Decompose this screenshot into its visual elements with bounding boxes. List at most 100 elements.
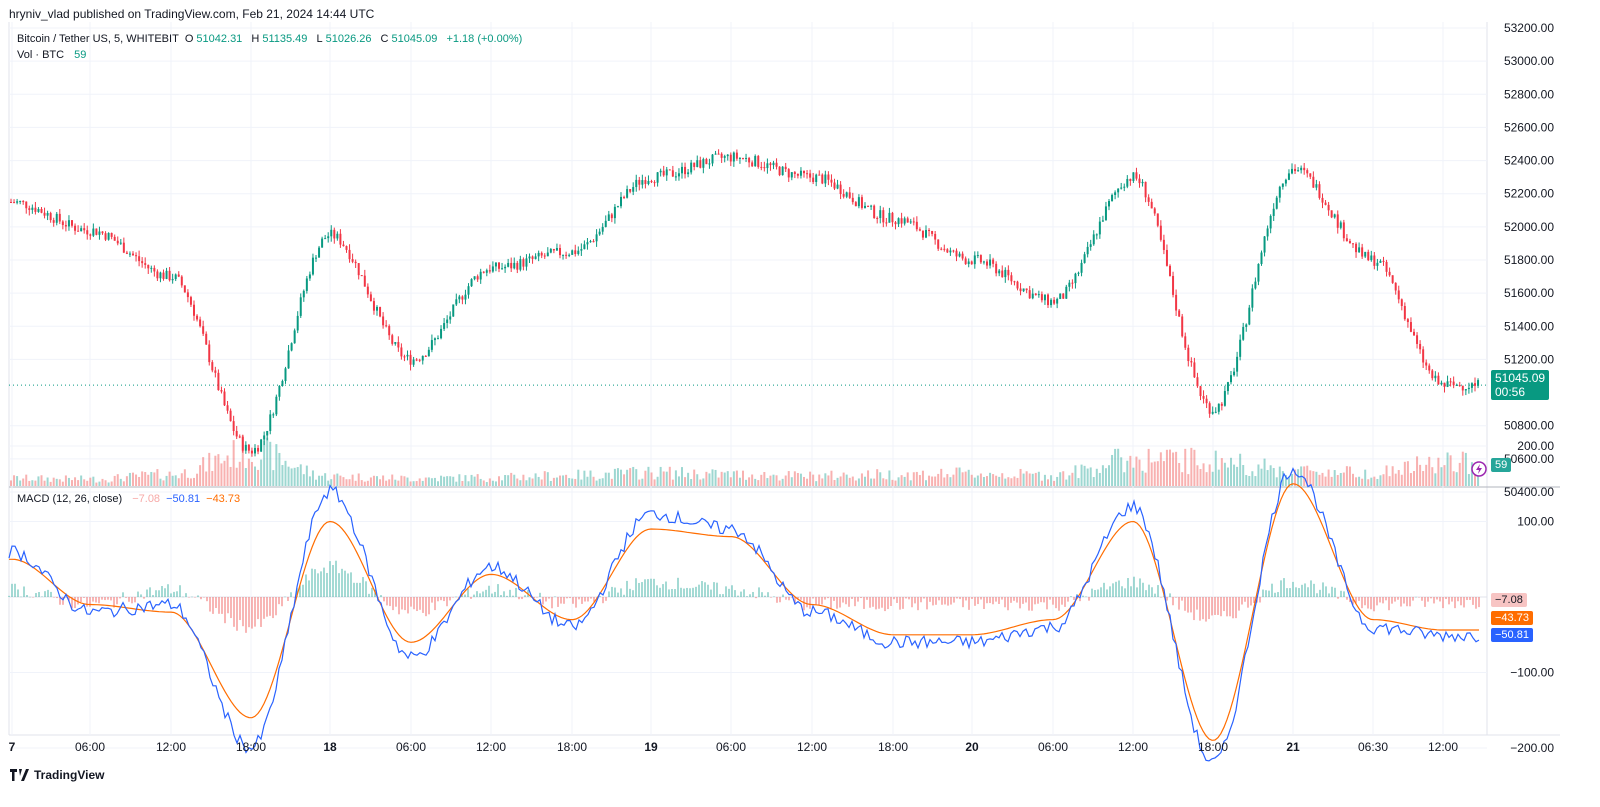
candle-body [437,338,439,340]
macd-histogram-bar [905,597,907,599]
candle-body [760,166,763,168]
volume-bar [799,473,802,486]
candle-body [833,182,836,189]
candle-body [220,390,223,392]
macd-histogram-bar [143,597,145,599]
volume-bar [46,477,49,486]
macd-histogram-bar [1382,597,1384,604]
volume-bar [1345,466,1348,486]
volume-bar [455,481,458,486]
volume-bar [1245,475,1248,486]
volume-bar [1050,475,1053,486]
candle-body [781,166,784,176]
candle-body [183,285,186,293]
volume-bar [1376,478,1379,486]
macd-histogram-bar [647,579,649,597]
candle-body [1193,362,1196,378]
macd-histogram-bar [1265,590,1267,597]
candle-body [967,261,970,265]
macd-tick-label: −100.00 [1510,666,1554,680]
macd-histogram-bar [854,597,856,607]
candle-body [1141,181,1144,184]
volume-bar [220,463,223,486]
macd-histogram-bar [323,567,325,597]
macd-histogram-bar [1190,597,1192,613]
volume-bar [180,473,183,486]
volume-bar [793,471,796,486]
macd-histogram-bar [1007,597,1009,611]
candle-body [586,242,589,245]
macd-histogram-bar [140,594,142,597]
macd-histogram-bar [740,591,742,597]
macd-signal-line [9,483,1479,741]
candle-body [1175,294,1178,311]
macd-histogram-bar [1136,587,1138,597]
macd-tick-label: 100.00 [1517,515,1554,529]
volume-bar [250,461,253,486]
macd-histogram-bar [707,584,709,597]
macd-line-badge: −50.81 [1491,628,1533,642]
candle-body [690,162,693,173]
volume-bar [1263,458,1266,486]
macd-histogram-bar [1364,597,1366,606]
volume-bar [1409,473,1412,486]
candle-body [1187,347,1190,362]
macd-histogram-bar [932,597,934,606]
candle-body [696,160,699,167]
candle-body [1223,391,1226,406]
candle-body [1348,241,1351,244]
candle-body [729,154,732,162]
candle-body [308,274,311,279]
macd-histogram-bar [284,596,286,598]
macd-histogram-bar [719,594,721,597]
macd-histogram-bar [1229,597,1231,617]
macd-histogram-bar [602,597,604,604]
macd-histogram-bar [266,597,268,617]
volume-label[interactable]: Vol · BTC [17,49,65,61]
candle-body [1425,362,1428,366]
candle-body [382,316,385,326]
macd-histogram-bar [572,597,574,604]
candle-body [784,166,787,170]
macd-histogram-bar [608,591,610,597]
candle-body [659,170,662,173]
macd-histogram-bar [938,597,940,601]
volume-bar [1437,457,1440,486]
candle-body [144,263,147,265]
volume-bar [229,466,232,486]
candle-body [885,222,888,224]
volume-bar [452,476,455,486]
candle-body [479,271,482,280]
macd-histogram-bar [41,596,43,598]
candle-body [25,201,28,209]
candle-body [595,234,598,242]
candle-body [1437,375,1440,385]
macd-histogram-bar [1280,580,1282,597]
volume-bar [787,471,790,486]
candle-body [202,326,205,334]
macd-histogram-bar [821,597,823,605]
volume-bar [519,480,522,486]
macd-histogram-bar [1073,597,1075,600]
macd-histogram-bar [1133,576,1135,597]
volume-bar [1080,464,1083,486]
candle-body [281,380,284,386]
candle-body [247,444,250,451]
volume-bar [1217,469,1220,486]
candle-body [1449,381,1452,383]
symbol-label[interactable]: Bitcoin / Tether US, 5, WHITEBIT [17,33,179,45]
volume-bar [1034,472,1037,486]
macd-label[interactable]: MACD (12, 26, close) [17,493,123,505]
candle-body [1111,194,1114,202]
macd-tick-label: −200.00 [1510,741,1554,755]
candle-body [864,205,866,208]
macd-histogram-bar [380,595,382,597]
macd-histogram-bar [1385,597,1387,601]
macd-histogram-bar [704,582,706,597]
time-tick-label: 18:00 [557,740,587,754]
volume-bar [1339,473,1342,486]
macd-histogram-bar [1094,590,1096,597]
volume-bar [461,480,464,486]
tradingview-logo[interactable]: TradingView [10,768,104,782]
